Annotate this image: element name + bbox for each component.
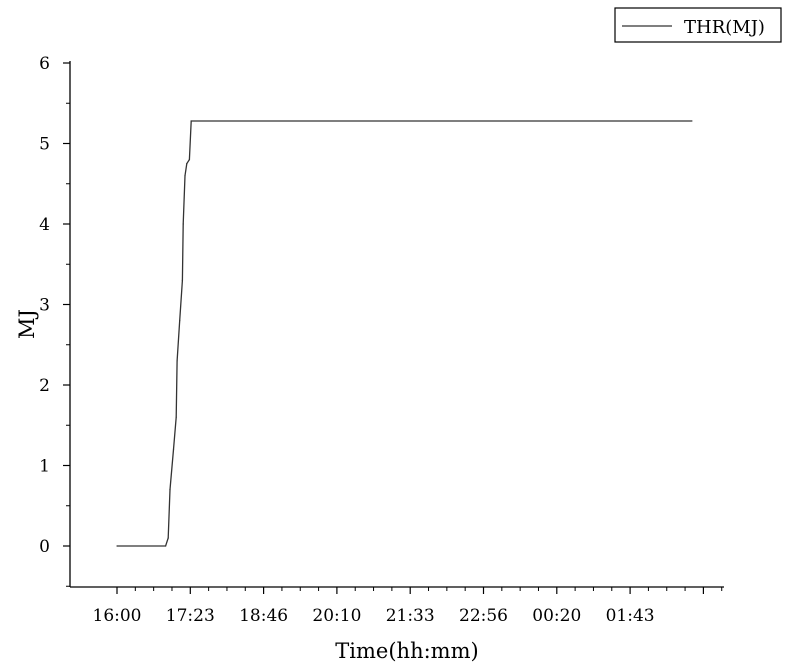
series-point [164,545,167,547]
x-tick-label: 00:20 [532,606,581,626]
y-tick-label: 0 [39,537,50,557]
series-point [182,223,184,225]
series-points [116,120,693,547]
y-tick-label: 4 [39,215,50,235]
y-tick-label: 5 [39,135,50,155]
y-tick-label: 1 [39,457,50,477]
series-point [179,320,181,322]
x-tick-label: 18:46 [239,606,288,626]
series-point [184,175,186,177]
series-line-thr [117,120,692,547]
x-tick-label: 17:23 [166,606,215,626]
series-point [116,545,118,547]
x-tick-label: 20:10 [312,606,361,626]
series-point [190,120,192,122]
y-ticks: 0 1 2 3 4 5 6 [39,54,70,587]
x-ticks: 16:00 17:23 18:46 20:10 21:33 22:56 00:20 01:43 [93,587,723,626]
y-tick-label: 3 [39,296,50,316]
y-tick-label: 2 [39,376,50,396]
series-point [176,360,178,362]
series-point [188,159,191,161]
series-point [175,416,177,418]
y-tick-label: 6 [39,54,50,74]
legend: THR(MJ) [614,7,782,43]
x-axis-title: Time(hh:mm) [335,639,478,663]
x-tick-label: 22:56 [459,606,508,626]
series-point [169,489,171,491]
legend-label-thr: THR(MJ) [684,17,765,38]
y-axis-title: MJ [15,309,39,339]
legend-box [614,7,782,43]
x-tick-label: 21:33 [386,606,435,626]
x-tick-label: 16:00 [93,606,142,626]
x-tick-label: 01:43 [606,606,655,626]
series-point [167,537,169,539]
series-point [691,120,693,122]
series-point [186,163,188,165]
series-point [172,448,175,450]
series-point [181,279,183,281]
